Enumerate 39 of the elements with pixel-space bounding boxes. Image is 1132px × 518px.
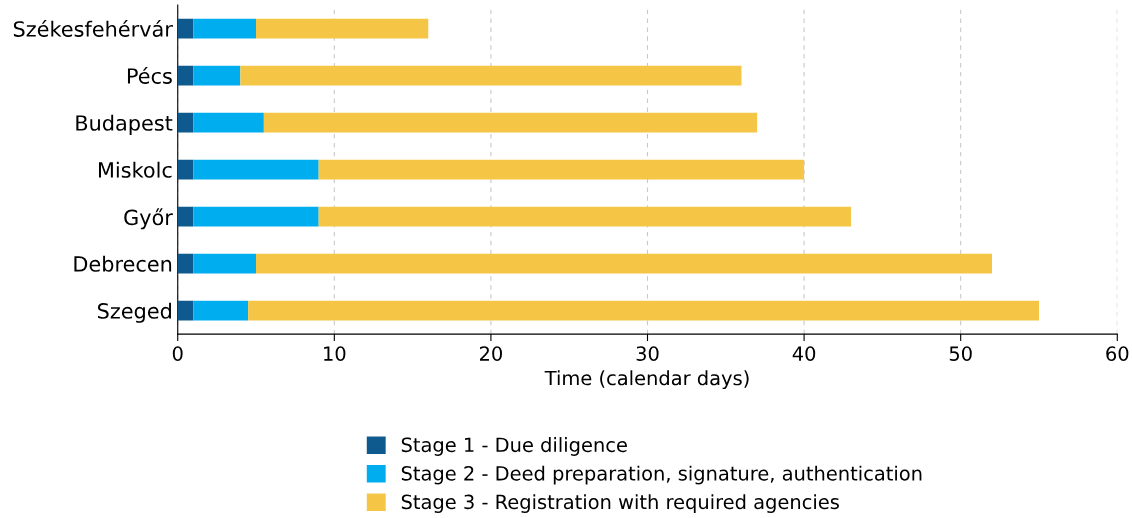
legend-label: Stage 3 - Registration with required agencies xyxy=(401,494,839,513)
bar xyxy=(177,300,194,321)
x-tick-label: 20 xyxy=(479,346,502,361)
legend-label: Stage 1 - Due diligence xyxy=(401,437,627,456)
bar xyxy=(193,18,257,39)
bar xyxy=(193,206,319,227)
bar xyxy=(193,65,241,86)
y-tick-label: Miskolc xyxy=(98,161,172,178)
x-tick-label: 0 xyxy=(172,346,183,361)
bar xyxy=(318,159,805,180)
bar xyxy=(248,300,1039,321)
bar xyxy=(263,112,758,133)
x-tick-label: 10 xyxy=(324,346,346,361)
x-tick-label: 30 xyxy=(636,346,659,361)
y-tick-label: Székesfehérvár xyxy=(13,19,173,37)
bar xyxy=(193,300,249,321)
bar xyxy=(256,18,429,39)
bar xyxy=(177,253,194,274)
y-tick-label: Szeged xyxy=(97,302,171,323)
x-tick-label: 60 xyxy=(1106,346,1129,361)
bar xyxy=(177,206,194,227)
bar xyxy=(177,112,194,133)
legend-label: Stage 2 - Deed preparation, signature, authentication xyxy=(401,465,922,485)
bar xyxy=(193,112,264,133)
bar xyxy=(177,65,194,86)
y-tick-label: Győr xyxy=(124,208,173,230)
bar xyxy=(193,159,319,180)
y-tick-label: Debrecen xyxy=(74,255,172,272)
y-tick-label: Pécs xyxy=(127,66,172,84)
x-axis-title: Time (calendar days) xyxy=(544,370,749,390)
bar xyxy=(318,206,852,227)
x-tick-label: 40 xyxy=(792,346,816,361)
bar xyxy=(256,253,993,274)
bar xyxy=(193,253,257,274)
y-tick-label: Budapest xyxy=(76,114,173,135)
bar xyxy=(240,65,742,86)
bar xyxy=(177,159,194,180)
x-tick-label: 50 xyxy=(949,346,972,361)
bar xyxy=(177,18,194,39)
